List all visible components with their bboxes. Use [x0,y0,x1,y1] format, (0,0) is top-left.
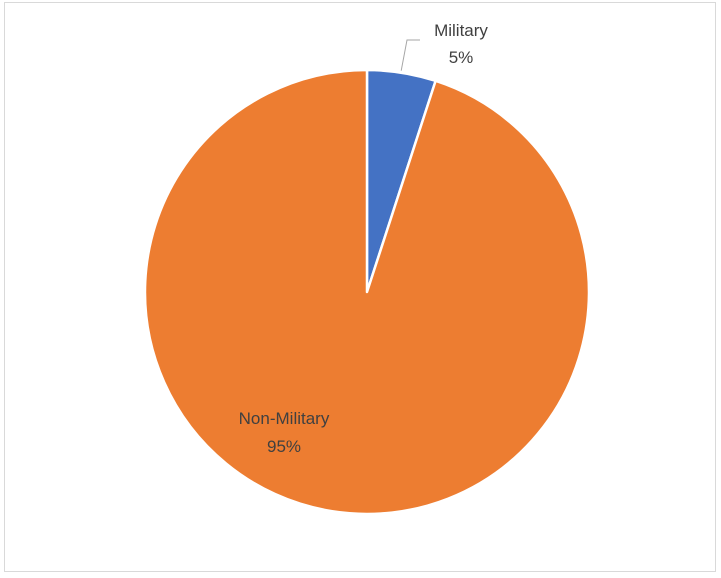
non-military-percent-label: 95% [267,437,301,456]
military-percent-label: 5% [449,48,474,67]
non-military-category-label: Non-Military [239,409,330,428]
pie-labels: Military 5% Non-Military 95% [239,21,489,456]
pie-slices [143,68,591,516]
military-leader-line [400,39,420,71]
military-category-label: Military [434,21,488,40]
pie-slice-non-military [143,68,591,516]
